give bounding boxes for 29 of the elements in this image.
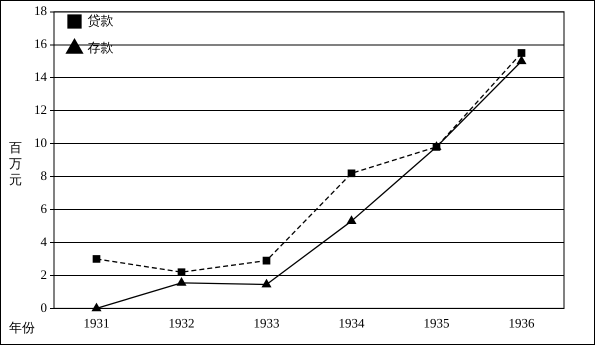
y-tick-label: 12: [34, 102, 47, 118]
point: [92, 255, 100, 263]
point: [262, 279, 272, 288]
x-tick-label: 1936: [508, 316, 535, 331]
point: [262, 256, 270, 264]
y-tick-label: 4: [40, 234, 48, 249]
y-tick-label: 18: [34, 3, 47, 18]
point: [92, 303, 102, 312]
x-axis-title: 年份: [9, 320, 35, 337]
x-tick-label: 1934: [338, 316, 365, 331]
y-tick-label: 14: [34, 69, 48, 84]
x-tick-label: 1931: [84, 316, 110, 331]
y-tick-label: 16: [34, 36, 48, 52]
y-tick-label: 10: [34, 135, 47, 150]
point: [518, 49, 526, 57]
point: [348, 169, 356, 178]
point: [176, 278, 186, 286]
y-tick-label: 6: [40, 200, 48, 216]
y-tick-label: 8: [40, 168, 47, 183]
y-tick-label: 2: [40, 266, 47, 282]
x-tick-label: 1932: [168, 316, 194, 331]
legend-label: 贷款: [88, 14, 114, 29]
point: [346, 216, 356, 224]
x-tick-label: 1935: [424, 316, 450, 331]
x-tick-label: 1933: [254, 316, 280, 331]
point: [178, 268, 186, 276]
y-axis-title: 百万元: [9, 141, 22, 189]
point: [516, 56, 526, 64]
y-tick-label: 0: [40, 300, 47, 315]
